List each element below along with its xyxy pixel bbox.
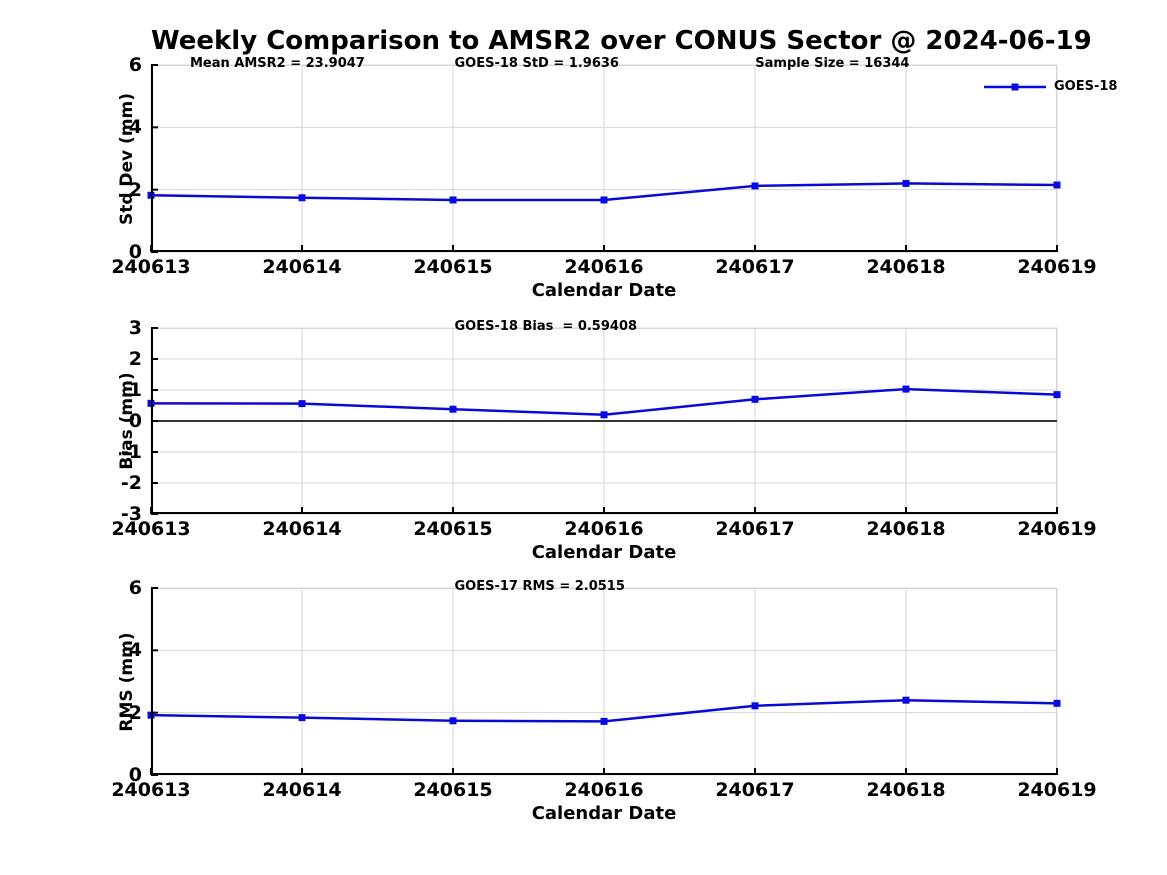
x-tick-label: 240617 [715,518,795,540]
data-point-marker [298,194,306,202]
x-tick-label: 240615 [413,518,493,540]
x-axis-label-std-dev: Calendar Date [531,280,677,301]
y-axis-label-rms: RMS (mm) [117,631,137,732]
x-axis-label-rms: Calendar Date [531,803,677,824]
data-point-marker [600,717,608,725]
x-tick-label: 240613 [111,256,191,278]
legend-line-sample [984,83,1046,90]
legend-marker [1011,83,1019,90]
data-point-marker [1053,699,1061,707]
x-tick-label: 240618 [866,779,946,801]
x-tick-label: 240616 [564,779,644,801]
data-point-marker [902,179,910,187]
annotation-bias-0: GOES-18 Bias = 0.59408 [454,319,638,334]
y-tick-label: 0 [128,241,142,263]
data-point-marker [600,411,608,419]
x-tick-label: 240615 [413,779,493,801]
x-tick-label: 240617 [715,256,795,278]
annotation-std-dev-1: GOES-18 StD = 1.9636 [454,56,619,71]
y-tick-label: 4 [128,116,142,139]
y-tick-label: 2 [128,348,142,370]
x-tick-label: 240618 [866,518,946,540]
x-tick-label: 240613 [111,779,191,801]
plot-area-bias [147,327,1061,515]
y-tick-label: 6 [128,577,142,599]
x-tick-label: 240619 [1017,779,1097,801]
y-tick-label: 2 [128,701,142,724]
x-tick-label: 240614 [262,256,342,278]
x-tick-label: 240616 [564,518,644,540]
y-tick-label: 2 [128,178,142,201]
x-tick-label: 240614 [262,779,342,801]
x-tick-label: 240614 [262,518,342,540]
y-axis-label-std-dev: Std Dev (mm) [117,92,137,225]
x-tick-label: 240617 [715,779,795,801]
data-point-marker [751,182,759,190]
y-tick-label: 0 [128,764,142,786]
data-point-marker [449,717,457,725]
chart-title: Weekly Comparison to AMSR2 over CONUS Se… [151,26,1092,56]
y-tick-label: 3 [128,317,142,339]
data-point-marker [902,696,910,704]
annotation-std-dev-2: Sample Size = 16344 [755,56,910,71]
annotation-std-dev-0: Mean AMSR2 = 23.9047 [189,56,365,71]
data-point-marker [298,714,306,722]
y-tick-label: 4 [128,639,142,662]
y-tick-label: 0 [128,410,142,432]
x-tick-label: 240616 [564,256,644,278]
data-point-marker [600,196,608,204]
data-point-marker [902,385,910,393]
y-tick-label: -3 [120,503,142,525]
legend-label: GOES-18 [1054,79,1118,94]
x-tick-label: 240615 [413,256,493,278]
data-point-marker [1053,391,1061,399]
x-tick-label: 240618 [866,256,946,278]
x-axis-label-bias: Calendar Date [531,542,677,563]
data-point-marker [298,400,306,408]
y-tick-label: -1 [120,441,142,463]
y-tick-label: 6 [128,54,142,76]
y-tick-label: -2 [120,472,142,494]
data-point-marker [449,405,457,413]
y-tick-label: 1 [128,379,142,401]
data-point-marker [1053,181,1061,189]
x-tick-label: 240619 [1017,518,1097,540]
x-tick-label: 240613 [111,518,191,540]
x-tick-label: 240619 [1017,256,1097,278]
annotation-rms-0: GOES-17 RMS = 2.0515 [454,579,625,594]
data-point-marker [751,395,759,403]
plot-area-std-dev [147,64,1061,253]
data-point-marker [449,196,457,204]
y-axis-label-bias: Bias (mm) [117,372,137,470]
plot-area-rms [147,587,1061,776]
legend: GOES-18 [984,79,1117,94]
data-point-marker [751,702,759,710]
